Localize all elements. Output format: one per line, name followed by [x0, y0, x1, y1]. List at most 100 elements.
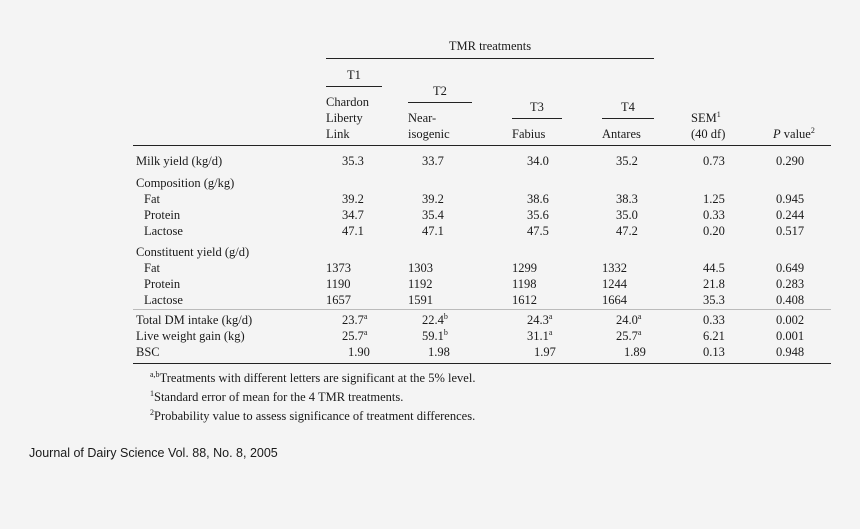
cell: 1.97	[534, 345, 556, 359]
cell: 1244	[602, 277, 627, 291]
t3-id: T3	[530, 100, 544, 114]
cell: 39.2	[342, 192, 364, 206]
row-label: Fat	[144, 261, 160, 275]
sem-df: (40 df)	[691, 127, 726, 141]
cell: 1612	[512, 293, 537, 307]
cell: 21.8	[703, 277, 725, 291]
cell: 0.001	[776, 329, 805, 343]
cell: 1.25	[703, 192, 725, 206]
t4-rule	[602, 118, 654, 119]
cell: 1192	[408, 277, 433, 291]
cell: 35.2	[616, 154, 638, 168]
group-rule	[326, 58, 654, 59]
row-label: Lactose	[144, 293, 183, 307]
t2-id: T2	[433, 84, 447, 98]
cell: 23.7a	[342, 312, 368, 328]
t1-id: T1	[347, 68, 361, 82]
cell: 1657	[326, 293, 351, 307]
cell: 22.4b	[422, 312, 448, 328]
t3-name: Fabius	[512, 127, 546, 141]
cell: 1373	[326, 261, 351, 275]
row-label: Protein	[144, 208, 181, 222]
row-label: Live weight gain (kg)	[136, 329, 245, 343]
row-label: Protein	[144, 277, 181, 291]
row-label: Total DM intake (kg/d)	[136, 313, 253, 327]
cell: 31.1a	[527, 328, 553, 344]
cell: 0.945	[776, 192, 805, 206]
row-label: Fat	[144, 192, 160, 206]
cell: 1190	[326, 277, 351, 291]
section-heading: Composition (g/kg)	[136, 176, 235, 190]
cell: 47.1	[422, 224, 444, 238]
cell: 47.2	[616, 224, 638, 238]
cell: 24.0a	[616, 312, 642, 328]
cell: 25.7a	[342, 328, 368, 344]
cell: 0.002	[776, 313, 805, 327]
cell: 35.3	[703, 293, 725, 307]
cell: 0.20	[703, 224, 725, 238]
section-rule	[133, 309, 831, 310]
cell: 0.649	[776, 261, 805, 275]
journal-citation: Journal of Dairy Science Vol. 88, No. 8,…	[29, 446, 278, 460]
cell: 47.1	[342, 224, 364, 238]
cell: 38.6	[527, 192, 549, 206]
cell: 44.5	[703, 261, 725, 275]
cell: 38.3	[616, 192, 638, 206]
sem-header: SEM1	[691, 110, 721, 126]
t2-rule	[408, 102, 472, 103]
cell: 0.33	[703, 208, 725, 222]
cell: 24.3a	[527, 312, 553, 328]
cell: 35.4	[422, 208, 444, 222]
t3-rule	[512, 118, 562, 119]
bottom-rule	[133, 363, 831, 364]
cell: 35.6	[527, 208, 549, 222]
cell: 0.517	[776, 224, 805, 238]
group-title: TMR treatments	[448, 39, 532, 53]
p-header: P value2	[773, 126, 815, 142]
footnote: a,bTreatments with different letters are…	[150, 370, 476, 386]
section-heading: Constituent yield (g/d)	[136, 245, 250, 259]
cell: 34.0	[527, 154, 549, 168]
cell: 0.948	[776, 345, 805, 359]
cell: 1198	[512, 277, 537, 291]
cell: 1.98	[428, 345, 450, 359]
row-label: Milk yield (kg/d)	[136, 154, 223, 168]
cell: 1.90	[348, 345, 370, 359]
cell: 0.33	[703, 313, 725, 327]
cell: 0.13	[703, 345, 725, 359]
t1-rule	[326, 86, 382, 87]
cell: 35.3	[342, 154, 364, 168]
row-label: Lactose	[144, 224, 183, 238]
cell: 39.2	[422, 192, 444, 206]
cell: 35.0	[616, 208, 638, 222]
cell: 1664	[602, 293, 627, 307]
cell: 1.89	[624, 345, 646, 359]
t1-name-2: Liberty	[326, 111, 363, 125]
cell: 1299	[512, 261, 537, 275]
t2-name-2: isogenic	[408, 127, 450, 141]
cell: 6.21	[703, 329, 725, 343]
t4-name: Antares	[602, 127, 641, 141]
t1-name-1: Chardon	[326, 95, 370, 109]
header-rule	[133, 145, 831, 146]
cell: 1303	[408, 261, 433, 275]
cell: 0.73	[703, 154, 725, 168]
cell: 25.7a	[616, 328, 642, 344]
cell: 47.5	[527, 224, 549, 238]
cell: 0.408	[776, 293, 805, 307]
cell: 0.290	[776, 154, 805, 168]
cell: 1591	[408, 293, 433, 307]
footnote: 2Probability value to assess significanc…	[150, 408, 476, 424]
t1-name-3: Link	[326, 127, 350, 141]
footnote: 1Standard error of mean for the 4 TMR tr…	[150, 389, 404, 405]
cell: 34.7	[342, 208, 364, 222]
cell: 59.1b	[422, 328, 448, 344]
cell: 0.283	[776, 277, 805, 291]
cell: 33.7	[422, 154, 444, 168]
cell: 0.244	[776, 208, 805, 222]
t2-name-1: Near-	[408, 111, 437, 125]
t4-id: T4	[621, 100, 635, 114]
row-label: BSC	[136, 345, 160, 359]
cell: 1332	[602, 261, 627, 275]
